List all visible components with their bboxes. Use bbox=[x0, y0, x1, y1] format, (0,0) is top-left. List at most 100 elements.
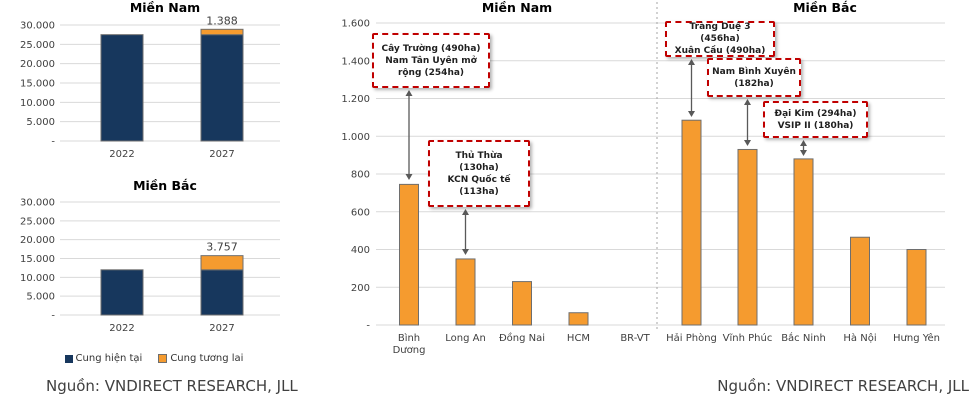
x-category-label: Hà Nội bbox=[843, 332, 876, 344]
x-category-label: 2022 bbox=[109, 323, 134, 334]
bar-future-supply bbox=[850, 236, 870, 326]
y-tick-label: - bbox=[51, 137, 55, 148]
arrow-head-down bbox=[405, 174, 413, 180]
y-tick-label: 25.000 bbox=[20, 40, 55, 51]
bar-future-supply bbox=[455, 258, 476, 326]
callout-long-an: Thủ Thừa (130ha) KCN Quốc tế (113ha) bbox=[428, 140, 530, 207]
source-note-left: Nguồn: VNDIRECT RESEARCH, JLL bbox=[46, 377, 298, 395]
bar-segment-current bbox=[100, 34, 144, 142]
x-category-label: 2022 bbox=[109, 149, 134, 160]
callout-line: KCN Quốc tế bbox=[447, 174, 511, 185]
bar-future-supply bbox=[906, 249, 927, 326]
x-category-label: 2027 bbox=[209, 149, 234, 160]
callout-line: (182ha) bbox=[734, 78, 774, 89]
arrow-head-up bbox=[405, 90, 413, 96]
y-tick-label: 1.400 bbox=[341, 56, 370, 67]
legend-item-future-supply: Cung tương lai bbox=[158, 353, 243, 364]
section-title: Miền Bắc bbox=[793, 0, 857, 15]
x-category-label: HCM bbox=[567, 333, 590, 344]
arrow-head-down bbox=[462, 249, 469, 255]
x-category-label: Bình Dương bbox=[393, 332, 426, 356]
y-tick-label: 600 bbox=[351, 207, 370, 218]
bar-segment-future bbox=[200, 28, 244, 36]
legend-label-future-supply: Cung tương lai bbox=[170, 353, 244, 364]
y-tick-label: 400 bbox=[351, 245, 370, 256]
source-note-right: Nguồn: VNDIRECT RESEARCH, JLL bbox=[717, 377, 969, 395]
y-tick-label: 5.000 bbox=[26, 292, 55, 303]
chart-title: Miền Bắc bbox=[133, 178, 197, 193]
y-tick-label: 25.000 bbox=[20, 216, 55, 227]
bar-segment-future bbox=[200, 255, 244, 271]
annotation-arrow bbox=[462, 209, 469, 255]
chart-north-supply: Miền Bắc - 5.000 10.000 15.000 20.000 25.000 30… bbox=[20, 178, 280, 334]
annotation-arrow bbox=[744, 99, 751, 146]
bar-segment-current bbox=[100, 269, 144, 316]
y-tick-label: 30.000 bbox=[20, 198, 55, 209]
arrow-head-up bbox=[744, 99, 751, 105]
callout-line: (130ha) bbox=[459, 162, 499, 173]
callout-line: Xuân Cầu (490ha) bbox=[674, 46, 766, 56]
callout-bac-ninh: Đại Kim (294ha) VSIP II (180ha) bbox=[763, 101, 868, 138]
x-category-label: Hưng Yên bbox=[893, 332, 940, 344]
section-title: Miền Nam bbox=[482, 0, 552, 15]
bar-future-supply bbox=[681, 119, 702, 326]
x-category-label: Hải Phòng bbox=[666, 332, 717, 344]
chart-south-supply: Miền Nam - 5.000 10.000 15.000 20.000 25.000 30… bbox=[20, 0, 280, 160]
callout-line: Tràng Duệ 3 (456ha) bbox=[689, 22, 751, 44]
y-tick-label: 10.000 bbox=[20, 273, 55, 284]
callout-line: Đại Kim (294ha) bbox=[774, 108, 857, 119]
y-tick-label: 20.000 bbox=[20, 235, 55, 246]
y-tick-label: 1.600 bbox=[341, 19, 370, 30]
y-tick-label: 800 bbox=[351, 170, 370, 181]
callout-line: Thủ Thừa bbox=[455, 150, 503, 161]
callout-line: Nam Tân Uyên mở bbox=[385, 55, 477, 66]
annotation-arrow bbox=[688, 59, 695, 117]
callout-binh-duong: Cây Trường (490ha) Nam Tân Uyên mở rộng (2… bbox=[372, 33, 490, 88]
callout-hai-phong: Tràng Duệ 3 (456ha) Xuân Cầu (490ha) bbox=[665, 21, 775, 57]
chart-province-future-supply: - 200 400 600 800 1.000 1.200 1.400 1.600 Miền Na… bbox=[341, 0, 945, 356]
annotation-arrow bbox=[800, 140, 807, 156]
arrow-head-down bbox=[744, 140, 751, 146]
x-category-label: Đồng Nai bbox=[499, 332, 545, 344]
bar-future-supply bbox=[568, 312, 589, 326]
x-category-label: Long An bbox=[445, 333, 486, 344]
legend: Cung hiện tại Cung tương lai bbox=[0, 353, 308, 364]
x-category-label: Vĩnh Phúc bbox=[723, 332, 773, 344]
legend-label-current-supply: Cung hiện tại bbox=[75, 353, 143, 364]
bar-future-supply bbox=[399, 183, 419, 326]
callout-line: Cây Trường (490ha) bbox=[381, 43, 481, 54]
callout-line: rộng (254ha) bbox=[397, 67, 465, 78]
bar-future-supply bbox=[737, 148, 758, 326]
bar-segment-current bbox=[200, 269, 244, 316]
y-tick-label: 1.000 bbox=[341, 132, 370, 143]
x-category-label: 2027 bbox=[209, 323, 234, 334]
y-tick-label: 30.000 bbox=[20, 21, 55, 32]
y-tick-label: 15.000 bbox=[20, 254, 55, 265]
x-category-label: Bắc Ninh bbox=[781, 331, 826, 344]
y-tick-label: 1.200 bbox=[341, 94, 370, 105]
legend-swatch-current-supply bbox=[64, 354, 73, 363]
y-tick-label: 20.000 bbox=[20, 59, 55, 70]
arrow-head-up bbox=[688, 59, 695, 65]
y-tick-label: 10.000 bbox=[20, 98, 55, 109]
arrow-head-down bbox=[688, 111, 695, 117]
callout-line: VSIP II (180ha) bbox=[777, 120, 854, 131]
legend-item-current-supply: Cung hiện tại bbox=[64, 353, 143, 364]
legend-swatch-future-supply bbox=[158, 354, 168, 363]
y-tick-label: 200 bbox=[351, 283, 370, 294]
data-label: 3.757 bbox=[206, 241, 238, 254]
bar-future-supply bbox=[793, 158, 814, 326]
arrow-head-down bbox=[800, 150, 807, 156]
chart-title: Miền Nam bbox=[130, 0, 200, 15]
y-tick-label: 5.000 bbox=[26, 117, 55, 128]
callout-line: (113ha) bbox=[459, 186, 499, 197]
bar-future-supply bbox=[512, 281, 532, 326]
arrow-head-up bbox=[800, 140, 807, 146]
y-tick-label: 15.000 bbox=[20, 79, 55, 90]
bar-segment-current bbox=[200, 34, 244, 142]
x-category-label: BR-VT bbox=[620, 333, 650, 344]
y-tick-label: - bbox=[51, 311, 55, 322]
callout-line: Nam Bình Xuyên bbox=[712, 66, 796, 77]
